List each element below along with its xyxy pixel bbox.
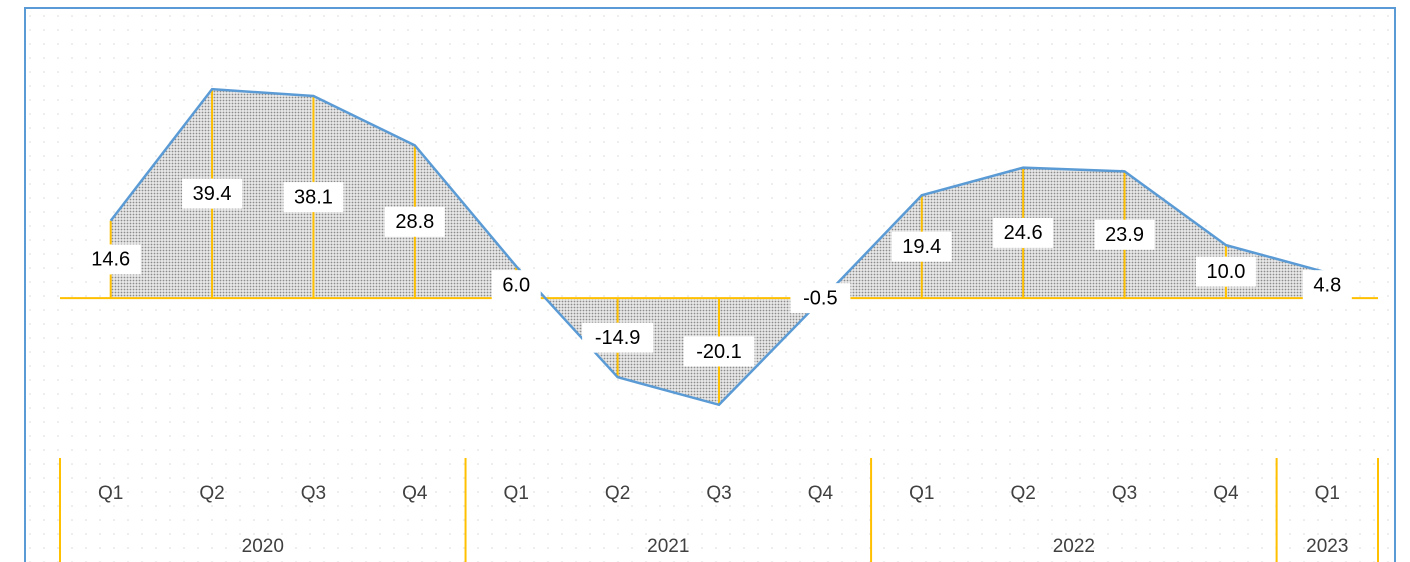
x-tick-label: Q3 xyxy=(706,483,731,504)
data-label: 23.9 xyxy=(1105,224,1144,246)
x-tick-label: Q1 xyxy=(1315,483,1340,504)
data-label: -0.5 xyxy=(803,287,837,309)
data-label: 28.8 xyxy=(395,211,434,233)
data-label: 39.4 xyxy=(193,183,232,205)
data-label: 10.0 xyxy=(1206,261,1245,283)
data-label: -20.1 xyxy=(696,341,742,363)
data-label: 24.6 xyxy=(1004,222,1043,244)
data-label-box xyxy=(491,270,541,301)
x-tick-label: Q3 xyxy=(301,483,326,504)
x-group-label: 2020 xyxy=(242,536,284,557)
data-label-box xyxy=(582,322,654,353)
data-label: 6.0 xyxy=(502,274,530,296)
data-label-box xyxy=(1094,219,1155,250)
data-label-box xyxy=(182,178,243,209)
x-tick-label: Q1 xyxy=(504,483,529,504)
data-label: 14.6 xyxy=(91,249,130,271)
x-tick-label: Q4 xyxy=(1213,483,1239,504)
x-tick-label: Q4 xyxy=(402,483,428,504)
line xyxy=(109,87,1328,407)
data-label-box xyxy=(80,244,141,275)
data-label-box xyxy=(1302,270,1352,301)
x-group-label: 2023 xyxy=(1306,536,1348,557)
x-tick-label: Q4 xyxy=(808,483,834,504)
data-label-box xyxy=(891,231,952,262)
x-tick-label: Q2 xyxy=(1010,483,1035,504)
data-label-box xyxy=(1195,256,1256,287)
data-label-box xyxy=(384,206,445,237)
x-tick-label: Q1 xyxy=(909,483,934,504)
data-label: -14.9 xyxy=(595,327,641,349)
data-label-box xyxy=(790,283,851,314)
x-tick-label: Q2 xyxy=(199,483,224,504)
x-group-label: 2022 xyxy=(1053,536,1095,557)
data-label-box xyxy=(993,217,1054,248)
data-label: 38.1 xyxy=(294,186,333,208)
data-label: 19.4 xyxy=(902,236,941,258)
x-tick-label: Q1 xyxy=(98,483,123,504)
data-label-box xyxy=(283,182,344,213)
data-label-box xyxy=(683,336,755,367)
x-tick-label: Q2 xyxy=(605,483,630,504)
data-label: 4.8 xyxy=(1313,274,1341,296)
x-tick-label: Q3 xyxy=(1112,483,1137,504)
x-group-label: 2021 xyxy=(647,536,689,557)
